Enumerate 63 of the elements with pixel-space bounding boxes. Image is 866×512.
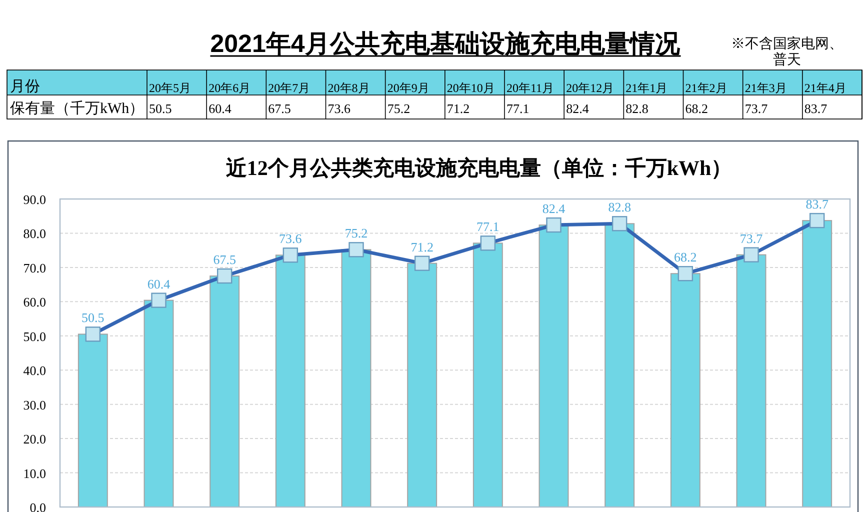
category-label: 20年11月 bbox=[506, 81, 554, 95]
category-label: 21年3月 bbox=[744, 81, 787, 95]
bar bbox=[538, 224, 569, 508]
data-label: 50.5 bbox=[82, 310, 104, 326]
data-label: 82.4 bbox=[566, 101, 590, 116]
category-label: 20年6月 bbox=[208, 81, 251, 95]
category-label: 20年8月 bbox=[328, 81, 370, 95]
data-label: 82.8 bbox=[608, 200, 631, 215]
data-label: 67.5 bbox=[268, 101, 291, 116]
data-label: 71.2 bbox=[446, 101, 470, 116]
data-label: 73.7 bbox=[744, 101, 768, 116]
category-label: 21年2月 bbox=[685, 81, 728, 95]
category-label: 20年7月 bbox=[268, 81, 310, 95]
data-label: 83.7 bbox=[806, 196, 829, 212]
category-label: 20年12月 bbox=[566, 81, 614, 95]
bar bbox=[78, 334, 108, 508]
data-label: 67.5 bbox=[213, 252, 236, 267]
bar bbox=[275, 254, 306, 508]
data-label: 50.5 bbox=[149, 101, 172, 116]
y-tick-label: 60.0 bbox=[23, 294, 46, 310]
data-label: 75.2 bbox=[344, 226, 368, 241]
data-label: 68.2 bbox=[674, 250, 697, 265]
category-label: 20年9月 bbox=[387, 81, 430, 95]
data-label: 60.4 bbox=[147, 276, 171, 292]
chart-title: 近12个月公共类充电设施充电电量（单位：千万kWh） bbox=[224, 156, 732, 180]
y-tick-label: 40.0 bbox=[23, 363, 46, 378]
data-label: 73.7 bbox=[740, 230, 764, 246]
bar bbox=[604, 223, 635, 508]
bar bbox=[670, 273, 700, 508]
bar bbox=[210, 276, 240, 508]
data-label: 82.4 bbox=[542, 201, 566, 216]
data-label: 71.2 bbox=[410, 239, 434, 254]
bar bbox=[144, 300, 174, 508]
data-label: 77.1 bbox=[506, 101, 530, 116]
category-label: 20年5月 bbox=[149, 81, 191, 95]
category-label: 20年10月 bbox=[446, 81, 495, 95]
bar bbox=[736, 254, 766, 508]
y-tick-label: 20.0 bbox=[23, 432, 46, 447]
data-label: 73.6 bbox=[328, 101, 351, 116]
text: ※不含国家电网、普天 bbox=[731, 36, 843, 68]
data-label: 82.8 bbox=[626, 101, 648, 116]
bar bbox=[407, 262, 438, 508]
y-tick-label: 90.0 bbox=[23, 192, 46, 207]
y-tick-label: 50.0 bbox=[23, 328, 46, 344]
category-label: 21年4月 bbox=[804, 81, 846, 95]
bar bbox=[472, 242, 503, 508]
data-label: 60.4 bbox=[208, 101, 232, 116]
data-label: 68.2 bbox=[685, 101, 708, 116]
y-tick-label: 30.0 bbox=[23, 397, 46, 412]
y-tick-label: 10.0 bbox=[23, 466, 46, 481]
data-label: 73.6 bbox=[279, 231, 302, 246]
text: 月份 bbox=[10, 79, 40, 95]
y-tick-label: 80.0 bbox=[23, 226, 46, 242]
text: 2021年4月公共充电基础设施充电电量情况 bbox=[210, 30, 681, 58]
bar bbox=[802, 220, 832, 508]
data-label: 75.2 bbox=[387, 101, 410, 116]
y-tick-label: 0.0 bbox=[30, 500, 46, 512]
category-label: 21年1月 bbox=[626, 81, 668, 95]
text: 保有量（千万kWh） bbox=[10, 100, 144, 117]
bar bbox=[341, 249, 372, 508]
data-label: 83.7 bbox=[804, 101, 828, 116]
data-label: 77.1 bbox=[476, 219, 500, 234]
y-tick-label: 70.0 bbox=[23, 260, 46, 276]
